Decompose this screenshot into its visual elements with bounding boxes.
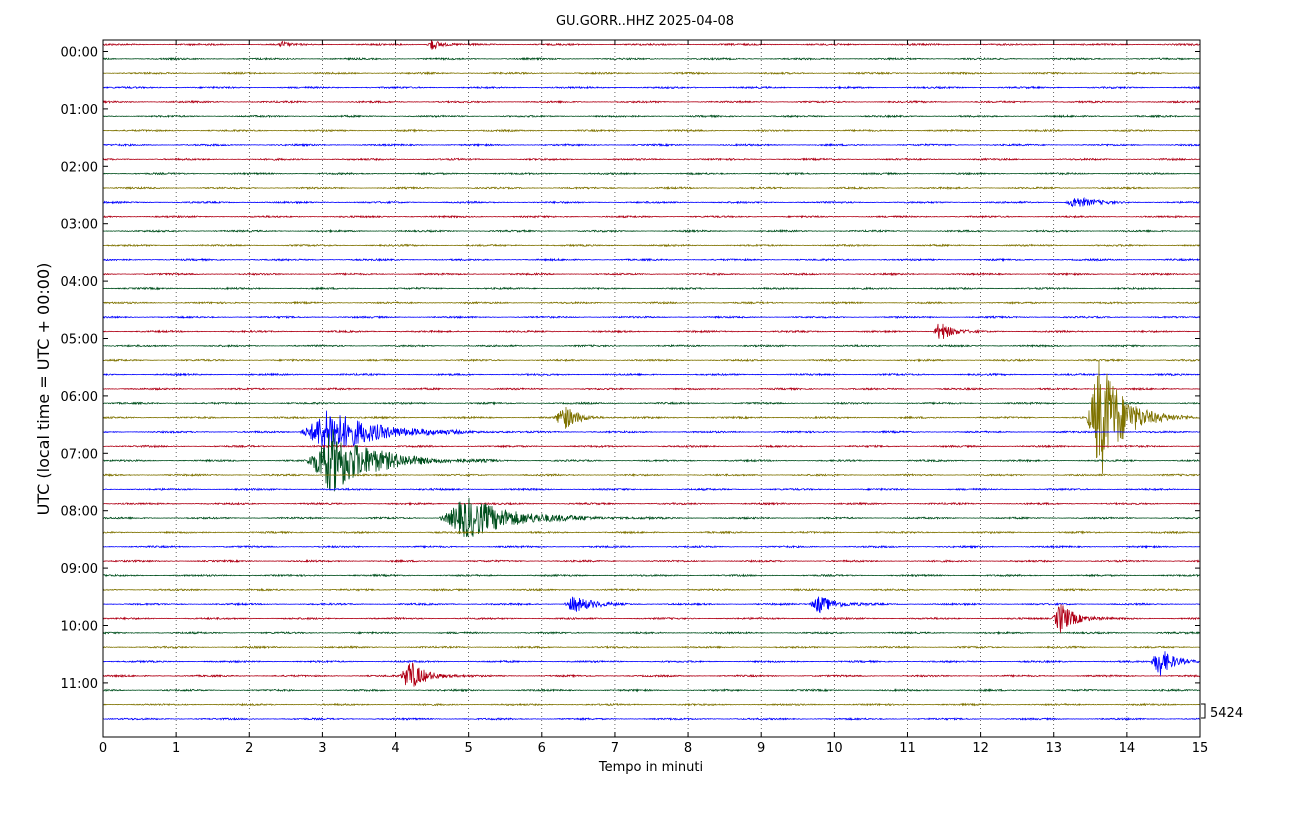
seismic-trace	[102, 662, 1201, 687]
seismic-trace	[102, 257, 1201, 263]
x-tick-label: 11	[899, 741, 916, 756]
seismic-trace	[102, 716, 1201, 722]
x-tick-label: 7	[611, 741, 619, 756]
seismic-trace	[102, 357, 1201, 363]
x-tick-label: 12	[972, 741, 989, 756]
x-tick-label: 0	[99, 741, 107, 756]
seismic-trace	[102, 228, 1201, 234]
seismic-trace	[102, 501, 1201, 506]
seismic-trace	[102, 444, 1201, 449]
seismic-trace	[102, 185, 1201, 191]
y-tick-label: 01:00	[61, 103, 98, 118]
seismic-trace	[102, 243, 1201, 248]
x-axis-ticks: 0 1 2 3 4 5 6 7 8 9 10 11 12 13 14 15	[99, 40, 1208, 756]
seismic-trace	[102, 544, 1201, 549]
seismic-trace	[102, 171, 1201, 176]
y-tick-label: 11:00	[61, 677, 98, 692]
seismic-trace	[102, 214, 1201, 219]
y-tick-label: 08:00	[61, 505, 98, 520]
seismic-trace	[102, 323, 1201, 339]
y-tick-label: 05:00	[61, 333, 98, 348]
seismic-trace	[102, 688, 1201, 693]
x-tick-label: 8	[684, 741, 692, 756]
seismic-trace	[102, 85, 1201, 90]
seismic-trace	[102, 386, 1201, 392]
seismic-trace	[102, 429, 1201, 492]
y-axis-label: UTC (local time = UTC + 00:00)	[34, 263, 53, 516]
seismic-trace	[102, 128, 1201, 133]
seismic-trace	[102, 604, 1201, 634]
seismic-trace	[102, 114, 1201, 119]
x-tick-label: 2	[245, 741, 253, 756]
y-tick-label: 07:00	[61, 447, 98, 462]
scale-bar: 5424	[1201, 703, 1243, 721]
seismic-trace	[102, 360, 1201, 474]
seismic-trace	[102, 497, 1201, 538]
x-tick-label: 6	[538, 741, 546, 756]
y-tick-label: 09:00	[61, 562, 98, 577]
y-tick-label: 10:00	[61, 620, 98, 635]
seismic-trace	[102, 300, 1201, 305]
y-axis-ticks: 00:00 01:00 02:00 03:00 04:00 05:00 06:00 07:00…	[61, 46, 1200, 692]
seismic-trace	[102, 558, 1201, 564]
seismic-trace	[102, 142, 1201, 148]
seismic-trace	[102, 651, 1201, 676]
x-tick-label: 15	[1192, 741, 1209, 756]
x-tick-label: 13	[1045, 741, 1062, 756]
y-tick-label: 03:00	[61, 218, 98, 233]
y-tick-label: 00:00	[61, 46, 98, 61]
seismic-trace	[102, 530, 1201, 535]
x-tick-label: 5	[465, 741, 473, 756]
seismic-trace	[102, 39, 1201, 50]
seismic-trace	[102, 372, 1201, 377]
seismic-trace	[102, 71, 1201, 76]
seismic-trace	[102, 587, 1201, 592]
x-tick-label: 9	[757, 741, 765, 756]
plot-frame	[102, 39, 1201, 738]
x-tick-label: 3	[318, 741, 326, 756]
chart-title: GU.GORR..HHZ 2025-04-08	[556, 14, 734, 29]
traces	[102, 39, 1201, 722]
x-tick-label: 10	[826, 741, 843, 756]
seismic-trace	[102, 702, 1201, 707]
seismic-trace	[102, 410, 1201, 450]
x-tick-label: 1	[172, 741, 180, 756]
seismic-trace	[102, 573, 1201, 578]
seismic-trace	[102, 286, 1201, 291]
seismic-trace	[102, 401, 1201, 406]
seismic-trace	[102, 157, 1201, 162]
seismic-trace	[102, 596, 1201, 614]
y-tick-label: 04:00	[61, 275, 98, 290]
seismic-trace	[102, 271, 1201, 277]
seismic-trace	[102, 487, 1201, 492]
seismic-trace	[102, 56, 1201, 61]
seismic-trace	[102, 630, 1201, 635]
seismic-trace	[102, 196, 1201, 208]
seismic-trace	[102, 472, 1201, 478]
scale-bracket	[1201, 703, 1206, 719]
seismic-trace	[102, 343, 1201, 348]
y-tick-label: 06:00	[61, 390, 98, 405]
seismic-trace	[102, 315, 1201, 320]
scale-value: 5424	[1210, 706, 1243, 721]
x-tick-label: 14	[1119, 741, 1136, 756]
x-axis-label: Tempo in minuti	[598, 760, 703, 775]
seismic-trace	[102, 99, 1201, 104]
x-tick-label: 4	[391, 741, 399, 756]
seismic-trace	[102, 645, 1201, 650]
y-tick-label: 02:00	[61, 160, 98, 175]
